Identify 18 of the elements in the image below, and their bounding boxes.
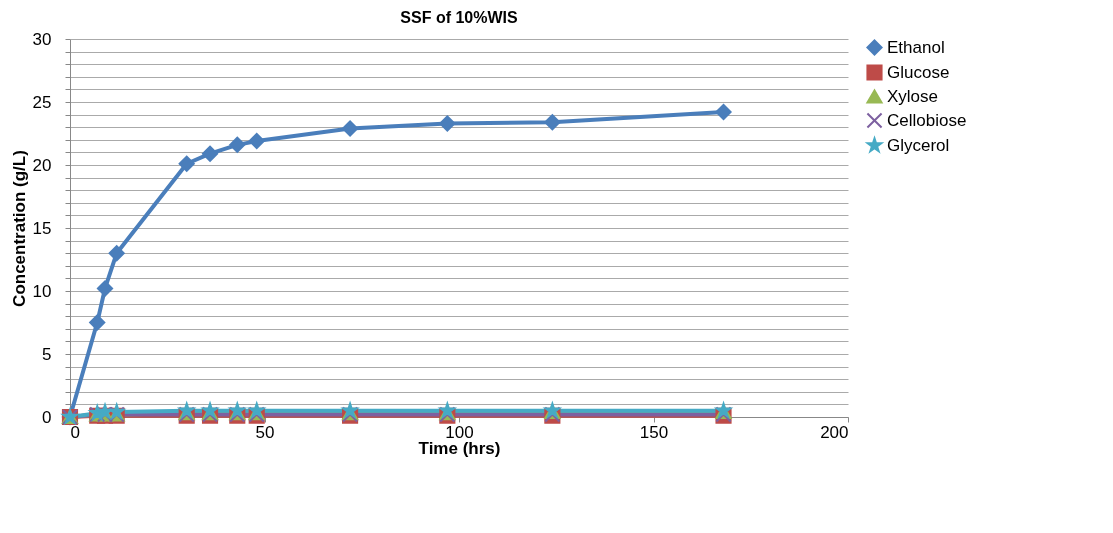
- x-tick-label: 50: [255, 422, 275, 442]
- y-tick-label: 0: [42, 407, 52, 427]
- y-tick-label: 20: [32, 155, 52, 175]
- y-tick-label: 5: [42, 344, 52, 364]
- y-tick-label: 25: [32, 92, 52, 112]
- x-tick-label: 150: [639, 422, 669, 442]
- chart-title: SSF of 10%WIS: [400, 9, 518, 26]
- x-tick-label: 200: [820, 422, 849, 442]
- y-tick-label: 30: [32, 29, 52, 49]
- x-tick-label: 0: [70, 422, 80, 442]
- legend-label: Xylose: [887, 86, 939, 106]
- legend-label: Glucose: [887, 62, 950, 82]
- legend-label: Glycerol: [887, 135, 950, 155]
- legend-label: Ethanol: [887, 37, 945, 57]
- y-tick-label: 10: [32, 281, 52, 301]
- legend-label: Cellobiose: [887, 110, 967, 130]
- y-tick-label: 15: [32, 218, 52, 238]
- y-axis-title: Concentration (g/L): [9, 150, 29, 307]
